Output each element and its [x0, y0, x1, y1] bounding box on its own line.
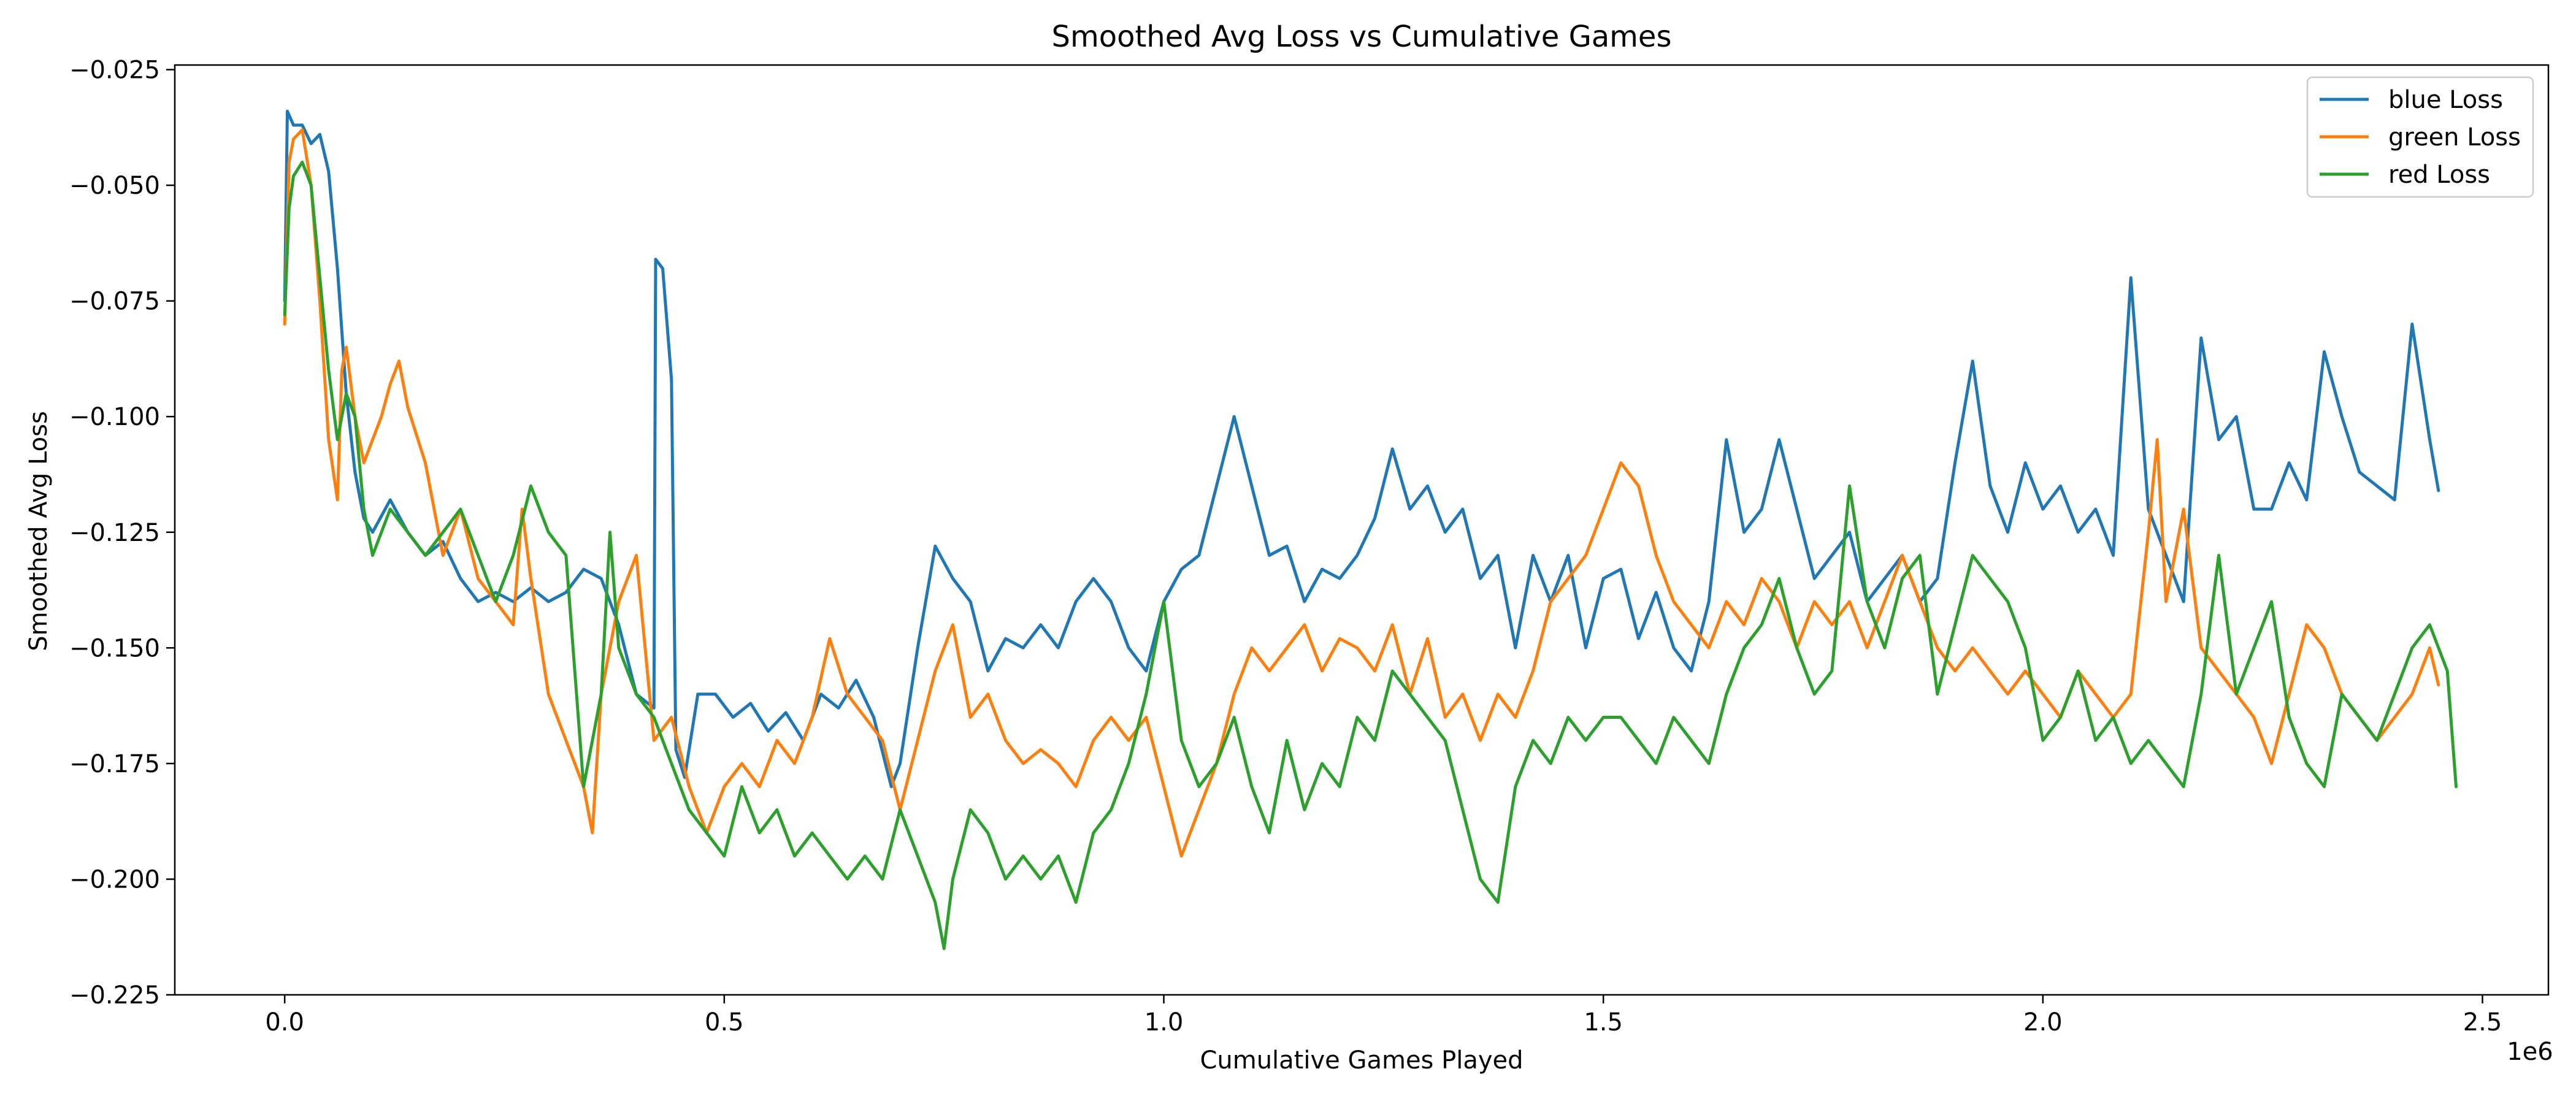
y-tick-label: −0.025 [69, 56, 160, 85]
y-tick-label: −0.050 [69, 172, 160, 200]
legend: blue Loss green Loss red Loss [2306, 76, 2534, 198]
x-axis-title: Cumulative Games Played [1200, 1046, 1523, 1075]
y-tick-label: −0.150 [69, 634, 160, 662]
legend-label-blue-loss: blue Loss [2388, 86, 2503, 114]
x-tick-label: 0.0 [265, 1008, 304, 1037]
series-layer [283, 109, 2458, 951]
legend-box [2306, 76, 2534, 198]
x-axis-offset-label: 1e6 [2507, 1038, 2553, 1066]
x-tick-label: 1.0 [1144, 1008, 1184, 1037]
y-tick-label: −0.225 [69, 981, 160, 1010]
legend-label-green-loss: green Loss [2388, 123, 2521, 151]
series-line-red-loss [283, 160, 2458, 951]
x-tick-label: 2.0 [2023, 1008, 2063, 1037]
y-tick-label: −0.200 [69, 865, 160, 894]
x-tick-label: 2.5 [2463, 1008, 2502, 1037]
y-tick-label: −0.175 [69, 750, 160, 778]
y-tick-label: −0.100 [69, 403, 160, 431]
y-tick-label: −0.075 [69, 288, 160, 316]
legend-label-red-loss: red Loss [2388, 161, 2490, 189]
y-axis-title: Smoothed Avg Loss [25, 411, 53, 651]
axes-layer: 0.0 0.5 1.0 1.5 2.0 2.5 −0.025 −0.050 −0.075 −0.1… [69, 56, 2550, 1037]
chart-title: Smoothed Avg Loss vs Cumulative Games [1052, 20, 1672, 54]
y-tick-label: −0.125 [69, 519, 160, 547]
x-tick-label: 1.5 [1584, 1008, 1623, 1037]
x-tick-label: 0.5 [705, 1008, 744, 1037]
plot-frame [174, 64, 2550, 996]
